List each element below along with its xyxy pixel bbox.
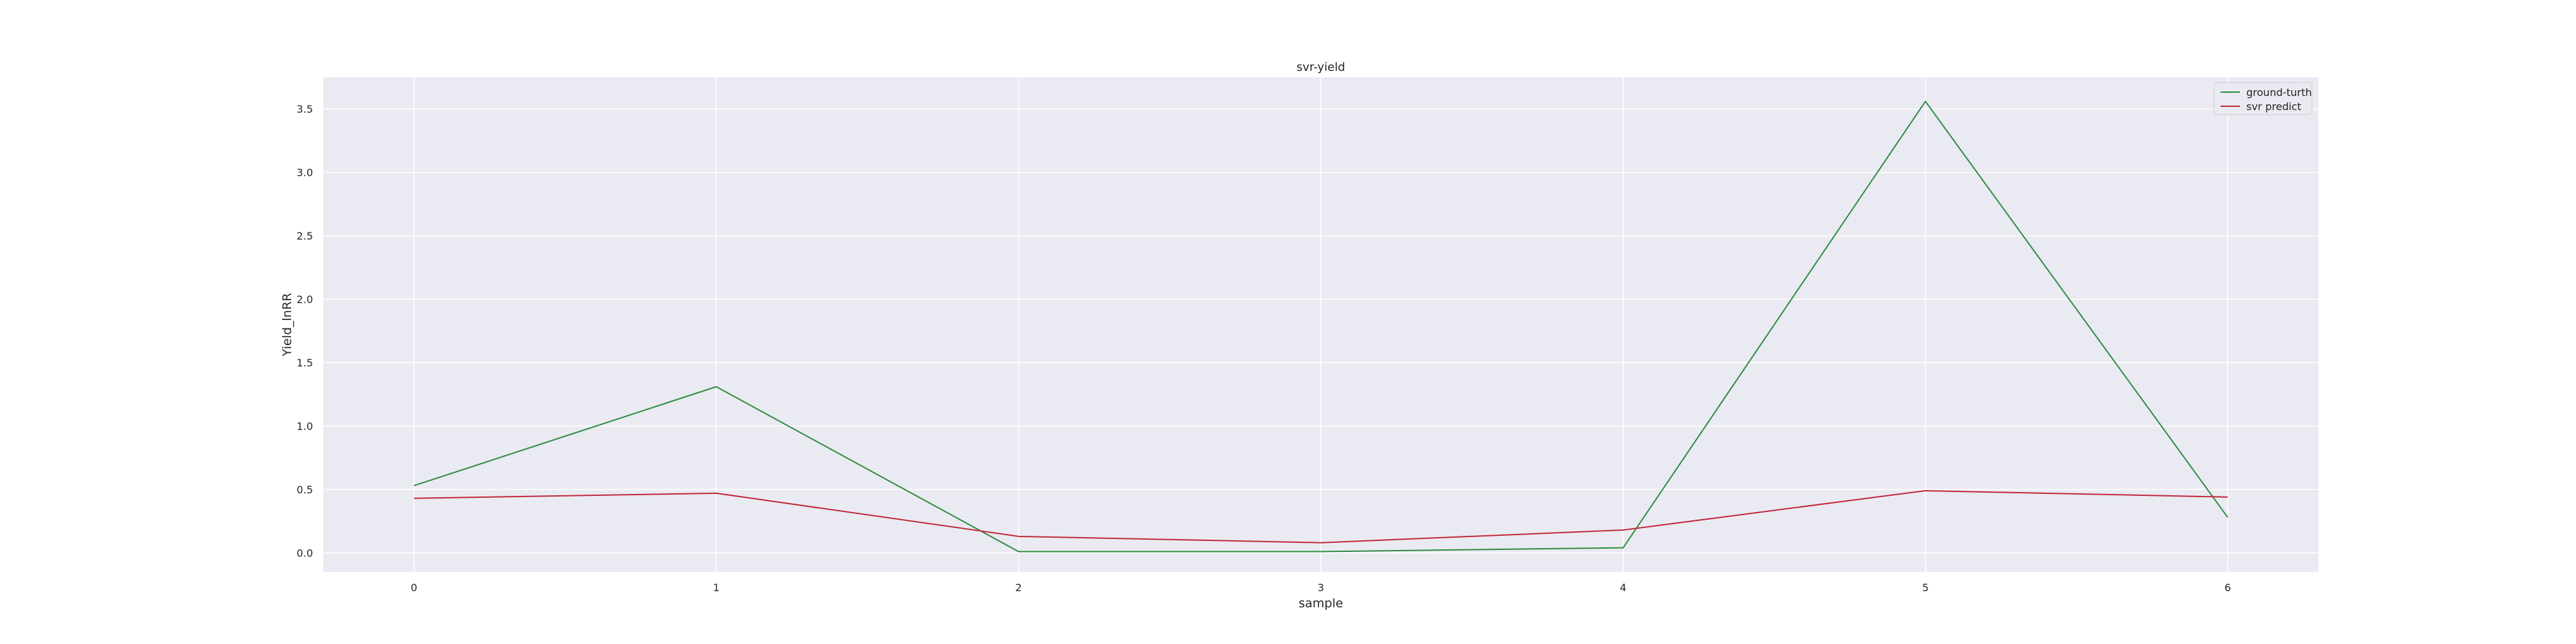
y-tick-label: 2.0 — [297, 294, 313, 306]
x-tick-label: 3 — [1318, 582, 1324, 594]
y-tick-label: 0.5 — [297, 484, 313, 496]
series-lines — [413, 100, 2228, 553]
x-tick-label: 6 — [2224, 582, 2231, 594]
x-tick-labels: 0 1 2 3 4 5 6 — [411, 582, 2231, 594]
y-axis-label: Yield_lnRR — [280, 293, 294, 357]
y-tick-labels: 0.0 0.5 1.0 1.5 2.0 2.5 3.0 3.5 — [297, 103, 313, 559]
grid — [323, 77, 2318, 572]
legend: ground-turth svr predict — [2213, 82, 2313, 115]
y-tick-label: 2.5 — [297, 230, 313, 242]
x-axis-label: sample — [1298, 596, 1343, 611]
x-tick-label: 1 — [713, 582, 719, 594]
y-tick-label: 0.0 — [297, 547, 313, 559]
x-tick-label: 0 — [411, 582, 417, 594]
legend-label-ground-turth: ground-turth — [2246, 86, 2312, 99]
chart-title: svr-yield — [1296, 61, 1345, 74]
x-tick-label: 4 — [1620, 582, 1626, 594]
y-tick-label: 3.5 — [297, 103, 313, 115]
x-tick-label: 2 — [1016, 582, 1022, 594]
y-tick-label: 1.5 — [297, 357, 313, 369]
y-tick-label: 3.0 — [297, 167, 313, 179]
legend-label-svr-predict: svr predict — [2246, 100, 2301, 113]
x-tick-label: 5 — [1922, 582, 1929, 594]
y-tick-label: 1.0 — [297, 421, 313, 433]
